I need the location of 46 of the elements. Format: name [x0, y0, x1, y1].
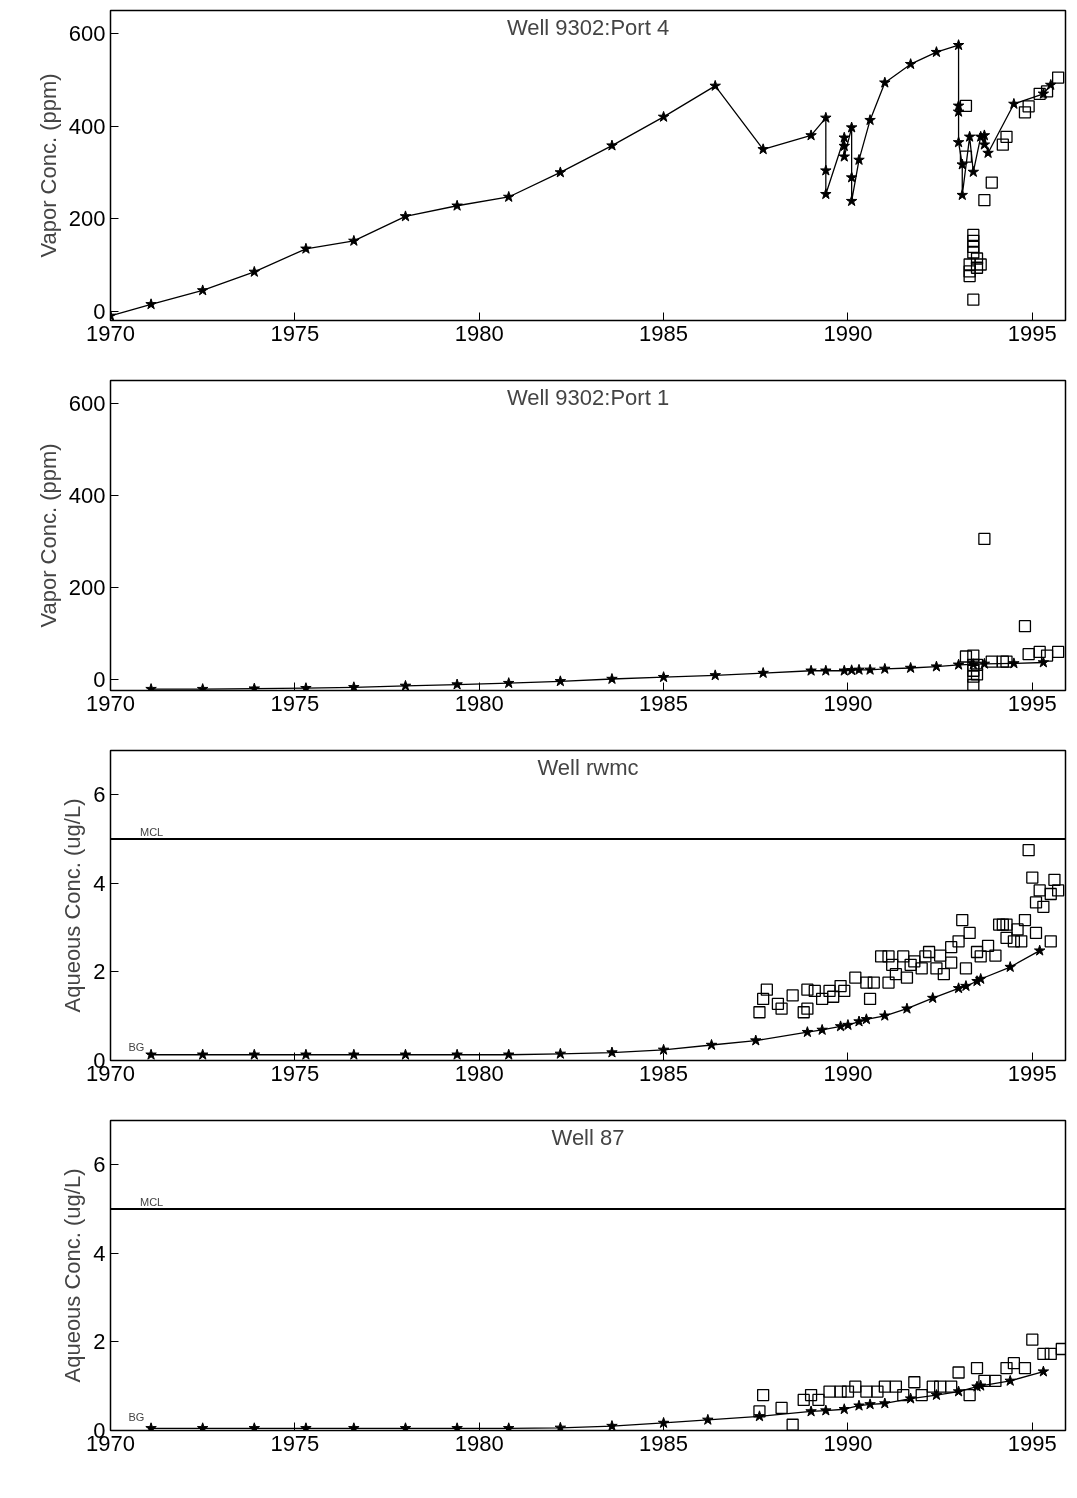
ref-line-label: MCL: [140, 1196, 164, 1209]
y-tick-label: 600: [68, 390, 106, 416]
chart-title: Well 9302:Port 4: [506, 14, 670, 40]
y-tick-label: 0: [93, 666, 106, 692]
annotation: BG: [128, 1040, 145, 1053]
y-tick-label: 4: [93, 870, 106, 896]
y-tick-label: 2: [93, 959, 106, 985]
chart-title: Well rwmc: [537, 754, 639, 780]
chart-title: Well 9302:Port 1: [506, 384, 670, 410]
y-axis-title: Vapor Conc. (ppm): [35, 73, 61, 258]
x-tick-label: 1970: [86, 690, 135, 716]
x-tick-label: 1995: [1007, 320, 1057, 346]
x-tick-label: 1995: [1007, 690, 1057, 716]
x-tick-label: 1985: [639, 690, 689, 716]
x-tick-label: 1975: [270, 1060, 320, 1086]
x-tick-label: 1985: [639, 320, 689, 346]
y-axis-title: Aqueous Conc. (ug/L): [60, 1168, 86, 1383]
x-tick-label: 1990: [823, 320, 873, 346]
x-tick-label: 1975: [270, 1430, 320, 1456]
x-tick-label: 1975: [270, 690, 320, 716]
y-tick-label: 400: [68, 113, 106, 139]
chart-title: Well 87: [551, 1124, 625, 1150]
y-tick-label: 6: [93, 782, 106, 808]
y-tick-label: 600: [68, 21, 106, 47]
x-tick-label: 1995: [1007, 1430, 1057, 1456]
x-tick-label: 1980: [454, 1060, 504, 1086]
y-tick-label: 200: [68, 206, 106, 232]
y-axis-title: Vapor Conc. (ppm): [35, 443, 61, 628]
x-tick-label: 1990: [823, 1060, 873, 1086]
y-tick-label: 4: [93, 1240, 106, 1266]
x-tick-label: 1990: [823, 690, 873, 716]
y-tick-label: 2: [93, 1329, 106, 1355]
x-tick-label: 1980: [454, 320, 504, 346]
annotation: BG: [128, 1410, 145, 1423]
x-tick-label: 1995: [1007, 1060, 1057, 1086]
y-tick-label: 200: [68, 574, 106, 600]
x-tick-label: 1985: [639, 1430, 689, 1456]
x-tick-label: 1975: [270, 320, 320, 346]
ref-line-label: MCL: [140, 826, 164, 839]
x-tick-label: 1980: [454, 1430, 504, 1456]
x-tick-label: 1985: [639, 1060, 689, 1086]
y-tick-label: 6: [93, 1152, 106, 1178]
x-tick-label: 1990: [823, 1430, 873, 1456]
y-axis-title: Aqueous Conc. (ug/L): [60, 798, 86, 1013]
y-tick-label: 400: [68, 482, 106, 508]
x-tick-label: 1980: [454, 690, 504, 716]
